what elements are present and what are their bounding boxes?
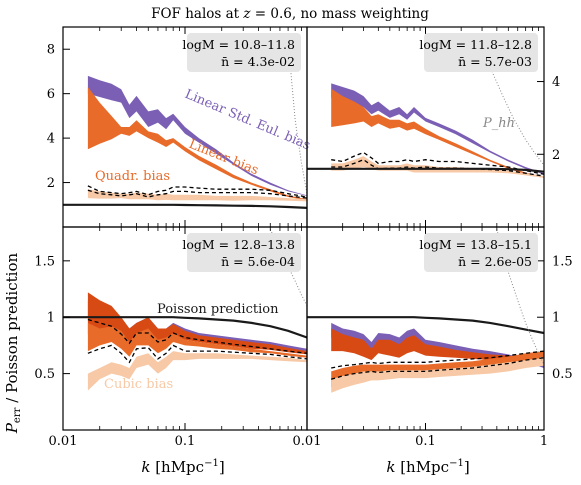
band-quadr-bias bbox=[87, 189, 307, 202]
panel-bottom-right: 0.5 1 1.5 0.1 1 logM = 13.8–15.1 n̄ = 2.6e-05 bbox=[306, 226, 573, 449]
y-tick-label: 0.5 bbox=[552, 367, 573, 382]
info-box bbox=[187, 33, 301, 72]
y-tick-label: 0.5 bbox=[34, 367, 55, 382]
dashed-line-0 bbox=[331, 350, 544, 369]
nbar-label: n̄ = 5.7e-03 bbox=[458, 54, 532, 69]
poisson-prediction-line bbox=[63, 203, 307, 209]
band-linear-std-eul-bias bbox=[331, 83, 544, 175]
band-linear-bias bbox=[331, 328, 544, 365]
band-linear-bias bbox=[87, 292, 307, 355]
y-tick-label: 1 bbox=[552, 311, 560, 326]
annotation-cubic-bias: Cubic bias bbox=[104, 377, 173, 392]
nbar-label: n̄ = 5.6e-04 bbox=[221, 254, 295, 269]
annotation-quadr-bias: Quadr. bias bbox=[95, 169, 170, 184]
plot-area bbox=[63, 40, 307, 209]
poisson-prediction-line bbox=[307, 316, 544, 335]
x-tick-label: 1 bbox=[540, 434, 548, 449]
x-axis-title-right: k [hMpc−1] bbox=[386, 458, 469, 476]
band-cubic-bias bbox=[331, 357, 544, 393]
mass-range-label: logM = 11.8–12.8 bbox=[419, 37, 532, 52]
band-quadr-bias bbox=[87, 322, 307, 358]
band-linear-std-eul-bias bbox=[87, 300, 307, 352]
band-quadr-bias bbox=[331, 156, 544, 178]
annotation-poisson-prediction: Poisson prediction bbox=[157, 302, 279, 317]
band-linear-std-eul-bias bbox=[87, 75, 307, 196]
dashed-line-1 bbox=[87, 344, 307, 364]
x-tick-label: 0.01 bbox=[49, 434, 78, 449]
y-tick-label: 2 bbox=[552, 148, 560, 163]
figure-title: FOF halos at z = 0.6, no mass weighting bbox=[151, 6, 429, 22]
y-tick-label: 6 bbox=[47, 87, 55, 102]
dashed-line-0 bbox=[87, 318, 307, 354]
panel-bottom-left: 0.5 1 1.5 0.01 0.1 0.01 logM = 12.8–13.8 n̄ = 5… bbox=[34, 226, 322, 449]
x-tick-label: 0.1 bbox=[175, 434, 196, 449]
nbar-label: n̄ = 2.6e-05 bbox=[458, 254, 532, 269]
y-tick-label: 1.5 bbox=[34, 254, 55, 269]
mass-range-label: logM = 13.8–15.1 bbox=[419, 237, 532, 252]
plot-area bbox=[307, 229, 544, 393]
poisson-prediction-line bbox=[307, 167, 544, 173]
nbar-label: n̄ = 4.3e-02 bbox=[221, 54, 295, 69]
dashed-line-1 bbox=[331, 158, 544, 177]
dashed-line-0 bbox=[331, 151, 544, 175]
x-tick-label: 0.1 bbox=[415, 434, 436, 449]
dashed-line-1 bbox=[87, 189, 307, 199]
dashed-line-1 bbox=[331, 357, 544, 380]
y-tick-label: 2 bbox=[47, 176, 55, 191]
info-box bbox=[187, 233, 301, 272]
y-tick-label: 4 bbox=[47, 132, 55, 147]
info-box bbox=[424, 33, 538, 72]
panel-top-right: 2 4 logM = 11.8–12.8 n̄ = 5.7e-03 P_hh bbox=[306, 26, 560, 228]
x-axis-title-left: k [hMpc−1] bbox=[141, 458, 224, 476]
x-tick-label: 0.01 bbox=[293, 434, 322, 449]
info-box bbox=[424, 233, 538, 272]
annotation-p-hh: P_hh bbox=[482, 116, 515, 131]
band-quadr-bias bbox=[331, 351, 544, 388]
y-axis-title: Perr / Poisson prediction bbox=[3, 253, 23, 435]
y-tick-label: 8 bbox=[47, 43, 55, 58]
y-tick-label: 1.5 bbox=[552, 254, 573, 269]
y-tick-label: 1 bbox=[47, 311, 55, 326]
mass-range-label: logM = 12.8–13.8 bbox=[182, 237, 295, 252]
band-linear-std-eul-bias bbox=[331, 322, 544, 368]
mass-range-label: logM = 10.8–11.8 bbox=[182, 37, 295, 52]
dashed-line-0 bbox=[87, 185, 307, 198]
y-tick-label: 4 bbox=[552, 75, 560, 90]
plot-area bbox=[307, 37, 544, 178]
phh-line bbox=[478, 37, 544, 166]
poisson-prediction-line bbox=[63, 316, 307, 339]
band-cubic-bias bbox=[87, 351, 307, 391]
